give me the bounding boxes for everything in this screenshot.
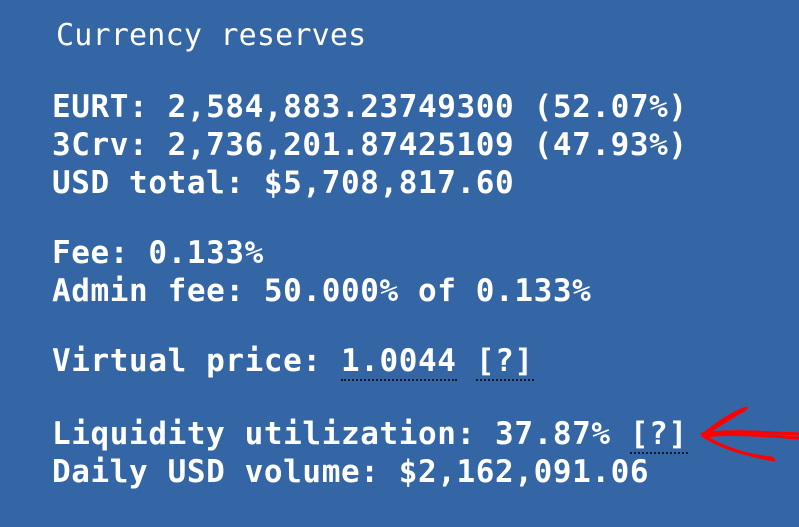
usd-total: USD total: $5,708,817.60: [52, 165, 515, 201]
fee: Fee: 0.133%: [52, 235, 264, 271]
daily-usd-volume: Daily USD volume: $2,162,091.06: [52, 454, 650, 490]
virtual-price-row: Virtual price: 1.0044 [?]: [52, 342, 534, 381]
liquidity-utilization-label: Liquidity utilization: 37.87%: [52, 416, 630, 452]
virtual-price-value[interactable]: 1.0044: [340, 343, 457, 381]
panel-title: Currency reserves: [56, 18, 367, 53]
reserve-3crv: 3Crv: 2,736,201.87425109 (47.93%): [52, 127, 688, 163]
liquidity-utilization-row: Liquidity utilization: 37.87% [?]: [52, 415, 688, 454]
admin-fee: Admin fee: 50.000% of 0.133%: [52, 273, 592, 309]
red-hand-drawn-arrow-icon: [700, 406, 799, 462]
liquidity-utilization-help-link[interactable]: [?]: [629, 416, 688, 454]
reserve-eurt: EURT: 2,584,883.23749300 (52.07%): [52, 89, 688, 125]
virtual-price-help-link[interactable]: [?]: [475, 343, 534, 381]
virtual-price-label: Virtual price:: [52, 343, 341, 379]
